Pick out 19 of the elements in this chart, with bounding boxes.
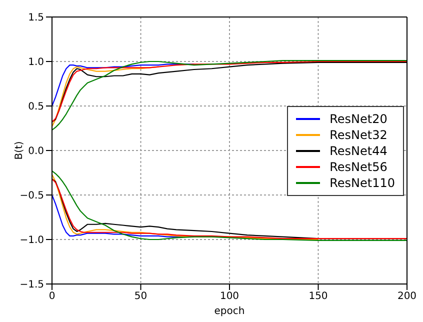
x-tick-label: 0 <box>48 291 56 302</box>
legend-label: ResNet44 <box>330 143 388 159</box>
y-tick-label: 1.0 <box>28 57 44 68</box>
x-tick-label: 100 <box>220 291 240 302</box>
y-tick-label: −1.5 <box>20 280 44 291</box>
legend-label: ResNet32 <box>330 127 388 143</box>
legend-label: ResNet110 <box>330 175 395 191</box>
legend-label: ResNet20 <box>330 111 388 127</box>
x-axis-title: epoch <box>214 306 245 317</box>
y-tick-label: 1.5 <box>28 12 44 24</box>
legend-label: ResNet56 <box>330 159 388 175</box>
y-axis-title: B(t) <box>14 141 25 160</box>
x-tick-label: 50 <box>134 291 148 302</box>
x-tick-label: 150 <box>308 291 328 302</box>
y-tick-label: 0.0 <box>28 146 44 158</box>
y-tick-label: 0.5 <box>28 102 44 113</box>
x-tick-label: 200 <box>397 291 417 302</box>
y-tick-label: −1.0 <box>20 235 44 246</box>
y-tick-label: −0.5 <box>20 190 44 202</box>
